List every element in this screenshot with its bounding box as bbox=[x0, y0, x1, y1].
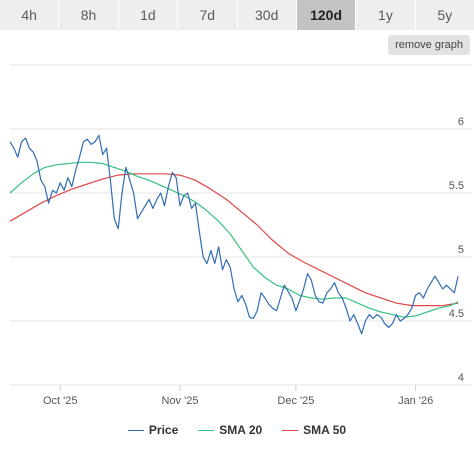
y-tick-label: 4.5 bbox=[449, 308, 464, 320]
legend-swatch bbox=[127, 429, 144, 431]
legend-item-sma-20[interactable]: SMA 20 bbox=[198, 423, 262, 437]
tab-1d[interactable]: 1d bbox=[118, 0, 179, 30]
series-line-sma-50 bbox=[9, 173, 459, 307]
chart-grid bbox=[10, 64, 472, 386]
x-axis-ticks: Oct '25 Nov '25 Dec '25 Jan '26 bbox=[43, 385, 433, 407]
legend-item-price[interactable]: Price bbox=[127, 423, 179, 437]
tab-120d[interactable]: 120d bbox=[296, 0, 357, 30]
x-tick-label: Jan '26 bbox=[398, 395, 433, 407]
legend-label: SMA 50 bbox=[303, 423, 347, 437]
timeframe-tabs: 4h 8h 1d 7d 30d 120d 1y 5y bbox=[0, 0, 474, 30]
x-tick-label: Oct '25 bbox=[43, 395, 78, 407]
series-line-sma-20 bbox=[9, 161, 459, 318]
chart-legend: Price SMA 20 SMA 50 bbox=[0, 420, 474, 440]
legend-item-sma-50[interactable]: SMA 50 bbox=[282, 423, 346, 437]
tab-8h[interactable]: 8h bbox=[59, 0, 119, 30]
tab-4h[interactable]: 4h bbox=[0, 0, 60, 30]
remove-graph-button[interactable]: remove graph bbox=[388, 35, 470, 55]
tab-30d[interactable]: 30d bbox=[237, 0, 297, 30]
x-tick-label: Nov '25 bbox=[162, 395, 199, 407]
y-axis-ticks: 4 4.5 5 5.5 6 bbox=[449, 116, 464, 384]
legend-swatch bbox=[198, 429, 215, 431]
price-chart: Oct '25 Nov '25 Dec '25 Jan '26 4 4.5 5 5.5 6 bbox=[9, 64, 472, 407]
legend-label: SMA 20 bbox=[219, 423, 263, 437]
legend-label: Price bbox=[148, 423, 179, 437]
tab-7d[interactable]: 7d bbox=[178, 0, 238, 30]
tab-5y[interactable]: 5y bbox=[415, 0, 474, 30]
y-tick-label: 5 bbox=[458, 244, 464, 256]
series-line-price bbox=[9, 134, 459, 335]
y-tick-label: 4 bbox=[458, 372, 464, 384]
tab-1y[interactable]: 1y bbox=[356, 0, 416, 30]
legend-swatch bbox=[282, 429, 299, 431]
y-tick-label: 6 bbox=[458, 116, 464, 128]
x-tick-label: Dec '25 bbox=[277, 395, 314, 407]
y-tick-label: 5.5 bbox=[449, 180, 464, 192]
chart-series bbox=[9, 134, 459, 335]
